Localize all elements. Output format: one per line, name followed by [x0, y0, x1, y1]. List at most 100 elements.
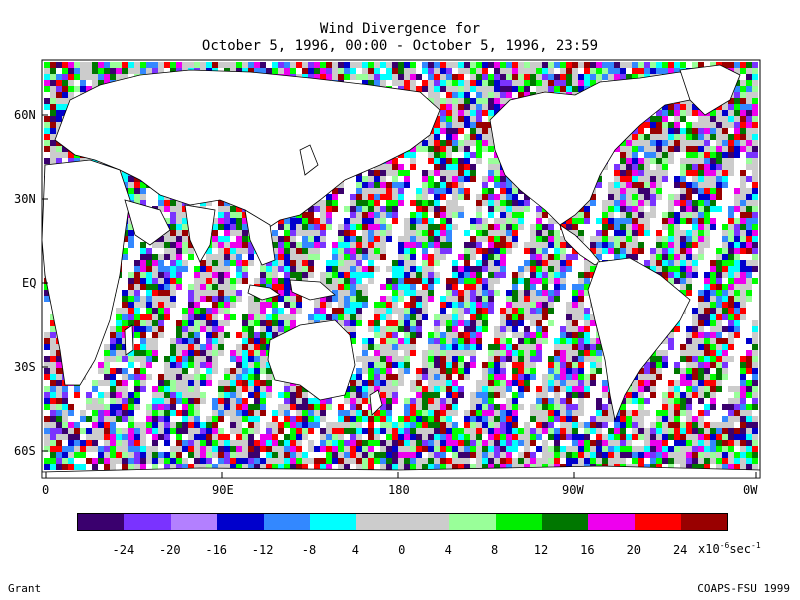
divergence-pixel — [662, 224, 668, 230]
divergence-pixel — [626, 218, 632, 224]
divergence-pixel — [548, 236, 554, 242]
divergence-pixel — [434, 98, 440, 104]
divergence-pixel — [506, 326, 512, 332]
divergence-pixel — [518, 224, 524, 230]
divergence-pixel — [680, 140, 686, 146]
divergence-pixel — [128, 242, 134, 248]
divergence-pixel — [404, 230, 410, 236]
divergence-pixel — [374, 266, 380, 272]
divergence-pixel — [140, 302, 146, 308]
divergence-pixel — [668, 62, 674, 68]
divergence-pixel — [344, 320, 350, 326]
divergence-pixel — [128, 188, 134, 194]
divergence-pixel — [290, 308, 296, 314]
divergence-pixel — [134, 314, 140, 320]
divergence-pixel — [434, 182, 440, 188]
divergence-pixel — [416, 242, 422, 248]
divergence-pixel — [638, 224, 644, 230]
divergence-pixel — [374, 314, 380, 320]
divergence-pixel — [440, 254, 446, 260]
divergence-pixel — [422, 80, 428, 86]
divergence-pixel — [344, 218, 350, 224]
divergence-pixel — [386, 362, 392, 368]
divergence-pixel — [614, 164, 620, 170]
divergence-pixel — [164, 230, 170, 236]
divergence-pixel — [410, 284, 416, 290]
divergence-pixel — [752, 266, 758, 272]
divergence-pixel — [146, 302, 152, 308]
divergence-pixel — [44, 332, 50, 338]
divergence-pixel — [68, 68, 74, 74]
divergence-pixel — [458, 62, 464, 68]
divergence-pixel — [656, 182, 662, 188]
divergence-pixel — [710, 362, 716, 368]
divergence-pixel — [728, 356, 734, 362]
divergence-pixel — [602, 68, 608, 74]
divergence-pixel — [668, 344, 674, 350]
divergence-pixel — [284, 242, 290, 248]
divergence-pixel — [206, 314, 212, 320]
divergence-pixel — [740, 362, 746, 368]
divergence-pixel — [440, 176, 446, 182]
divergence-pixel — [302, 212, 308, 218]
divergence-pixel — [314, 236, 320, 242]
divergence-pixel — [752, 182, 758, 188]
divergence-pixel — [200, 350, 206, 356]
divergence-pixel — [44, 86, 50, 92]
divergence-pixel — [608, 194, 614, 200]
divergence-pixel — [656, 146, 662, 152]
divergence-pixel — [392, 80, 398, 86]
divergence-pixel — [50, 332, 56, 338]
divergence-pixel — [260, 362, 266, 368]
divergence-pixel — [632, 200, 638, 206]
divergence-pixel — [482, 326, 488, 332]
divergence-pixel — [446, 314, 452, 320]
divergence-pixel — [380, 308, 386, 314]
divergence-pixel — [602, 62, 608, 68]
divergence-pixel — [704, 302, 710, 308]
divergence-pixel — [704, 242, 710, 248]
divergence-pixel — [500, 350, 506, 356]
divergence-pixel — [722, 260, 728, 266]
divergence-pixel — [446, 338, 452, 344]
divergence-pixel — [530, 236, 536, 242]
divergence-pixel — [212, 278, 218, 284]
divergence-pixel — [632, 236, 638, 242]
divergence-pixel — [200, 314, 206, 320]
divergence-pixel — [386, 62, 392, 68]
divergence-pixel — [164, 242, 170, 248]
divergence-pixel — [452, 356, 458, 362]
divergence-pixel — [704, 182, 710, 188]
divergence-pixel — [524, 314, 530, 320]
divergence-pixel — [326, 302, 332, 308]
divergence-pixel — [734, 320, 740, 326]
divergence-pixel — [362, 200, 368, 206]
divergence-pixel — [650, 362, 656, 368]
divergence-pixel — [416, 194, 422, 200]
divergence-pixel — [326, 200, 332, 206]
divergence-pixel — [392, 290, 398, 296]
divergence-pixel — [302, 242, 308, 248]
divergence-pixel — [92, 158, 98, 164]
divergence-pixel — [614, 74, 620, 80]
divergence-pixel — [632, 242, 638, 248]
divergence-pixel — [140, 248, 146, 254]
divergence-pixel — [734, 152, 740, 158]
divergence-pixel — [524, 242, 530, 248]
divergence-pixel — [542, 332, 548, 338]
divergence-pixel — [746, 266, 752, 272]
divergence-pixel — [488, 230, 494, 236]
divergence-pixel — [446, 170, 452, 176]
divergence-pixel — [554, 74, 560, 80]
divergence-pixel — [740, 248, 746, 254]
divergence-pixel — [392, 62, 398, 68]
divergence-pixel — [200, 284, 206, 290]
divergence-pixel — [422, 188, 428, 194]
divergence-pixel — [302, 68, 308, 74]
divergence-pixel — [614, 236, 620, 242]
divergence-pixel — [554, 350, 560, 356]
divergence-pixel — [470, 140, 476, 146]
divergence-pixel — [734, 314, 740, 320]
divergence-pixel — [188, 320, 194, 326]
